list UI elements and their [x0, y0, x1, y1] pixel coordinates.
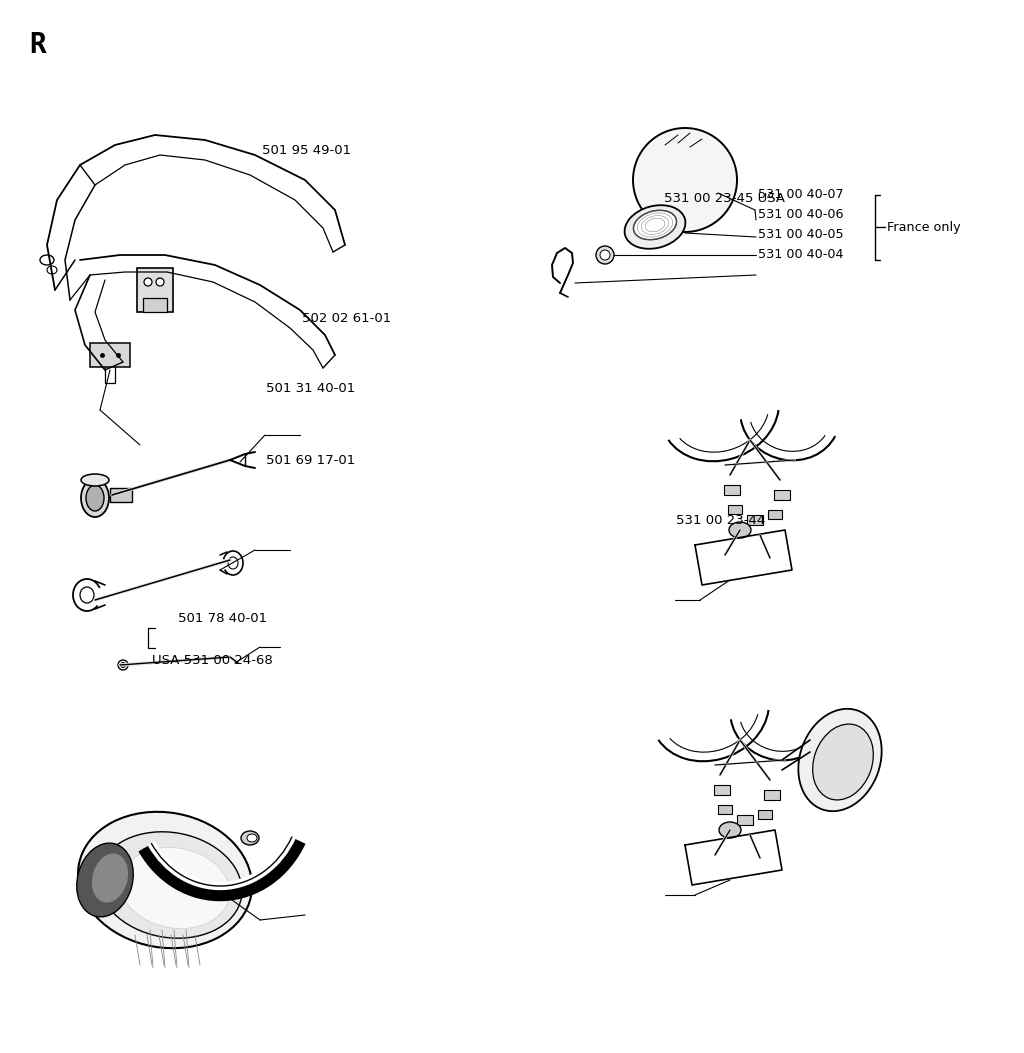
FancyBboxPatch shape	[768, 510, 782, 519]
Ellipse shape	[92, 588, 108, 605]
FancyBboxPatch shape	[110, 488, 132, 502]
Ellipse shape	[634, 211, 677, 240]
FancyBboxPatch shape	[758, 810, 772, 819]
Ellipse shape	[81, 474, 109, 486]
Circle shape	[633, 128, 737, 232]
FancyBboxPatch shape	[746, 515, 763, 525]
Ellipse shape	[118, 660, 128, 670]
Ellipse shape	[625, 205, 685, 249]
Text: 531 00 23-45 USA: 531 00 23-45 USA	[664, 192, 785, 204]
Text: 502 02 61-01: 502 02 61-01	[302, 312, 391, 324]
Ellipse shape	[799, 709, 882, 811]
Text: 531 00 40-04: 531 00 40-04	[758, 249, 844, 261]
Text: 501 31 40-01: 501 31 40-01	[266, 381, 355, 395]
Text: 531 00 23-44: 531 00 23-44	[676, 515, 765, 528]
Circle shape	[144, 278, 152, 286]
Ellipse shape	[719, 822, 741, 838]
Ellipse shape	[813, 724, 873, 800]
Ellipse shape	[121, 662, 126, 668]
Text: 501 78 40-01: 501 78 40-01	[178, 612, 267, 624]
FancyBboxPatch shape	[143, 298, 167, 312]
Ellipse shape	[78, 812, 252, 948]
Ellipse shape	[121, 848, 229, 929]
FancyBboxPatch shape	[724, 485, 740, 495]
Text: France only: France only	[887, 220, 961, 234]
FancyBboxPatch shape	[764, 790, 780, 800]
Ellipse shape	[77, 843, 133, 917]
Circle shape	[156, 278, 164, 286]
FancyBboxPatch shape	[774, 490, 790, 500]
FancyBboxPatch shape	[737, 815, 753, 824]
Ellipse shape	[214, 558, 226, 572]
Ellipse shape	[81, 479, 109, 517]
Ellipse shape	[98, 832, 242, 938]
Ellipse shape	[729, 522, 751, 538]
Text: 531 00 40-06: 531 00 40-06	[758, 208, 844, 221]
Text: 501 95 49-01: 501 95 49-01	[262, 144, 351, 158]
Ellipse shape	[241, 831, 259, 845]
Ellipse shape	[600, 250, 610, 260]
FancyBboxPatch shape	[718, 804, 732, 814]
Ellipse shape	[86, 485, 104, 511]
Text: 501 69 17-01: 501 69 17-01	[266, 454, 355, 466]
FancyBboxPatch shape	[90, 343, 130, 367]
FancyBboxPatch shape	[728, 505, 742, 514]
Text: USA 531 00 24-68: USA 531 00 24-68	[152, 654, 272, 667]
Text: 531 00 40-07: 531 00 40-07	[758, 188, 844, 201]
FancyBboxPatch shape	[714, 784, 730, 795]
Text: 531 00 40-05: 531 00 40-05	[758, 229, 844, 241]
Text: R: R	[30, 31, 46, 59]
Ellipse shape	[92, 853, 128, 902]
FancyBboxPatch shape	[137, 269, 173, 312]
Ellipse shape	[247, 834, 257, 842]
Ellipse shape	[596, 246, 614, 264]
